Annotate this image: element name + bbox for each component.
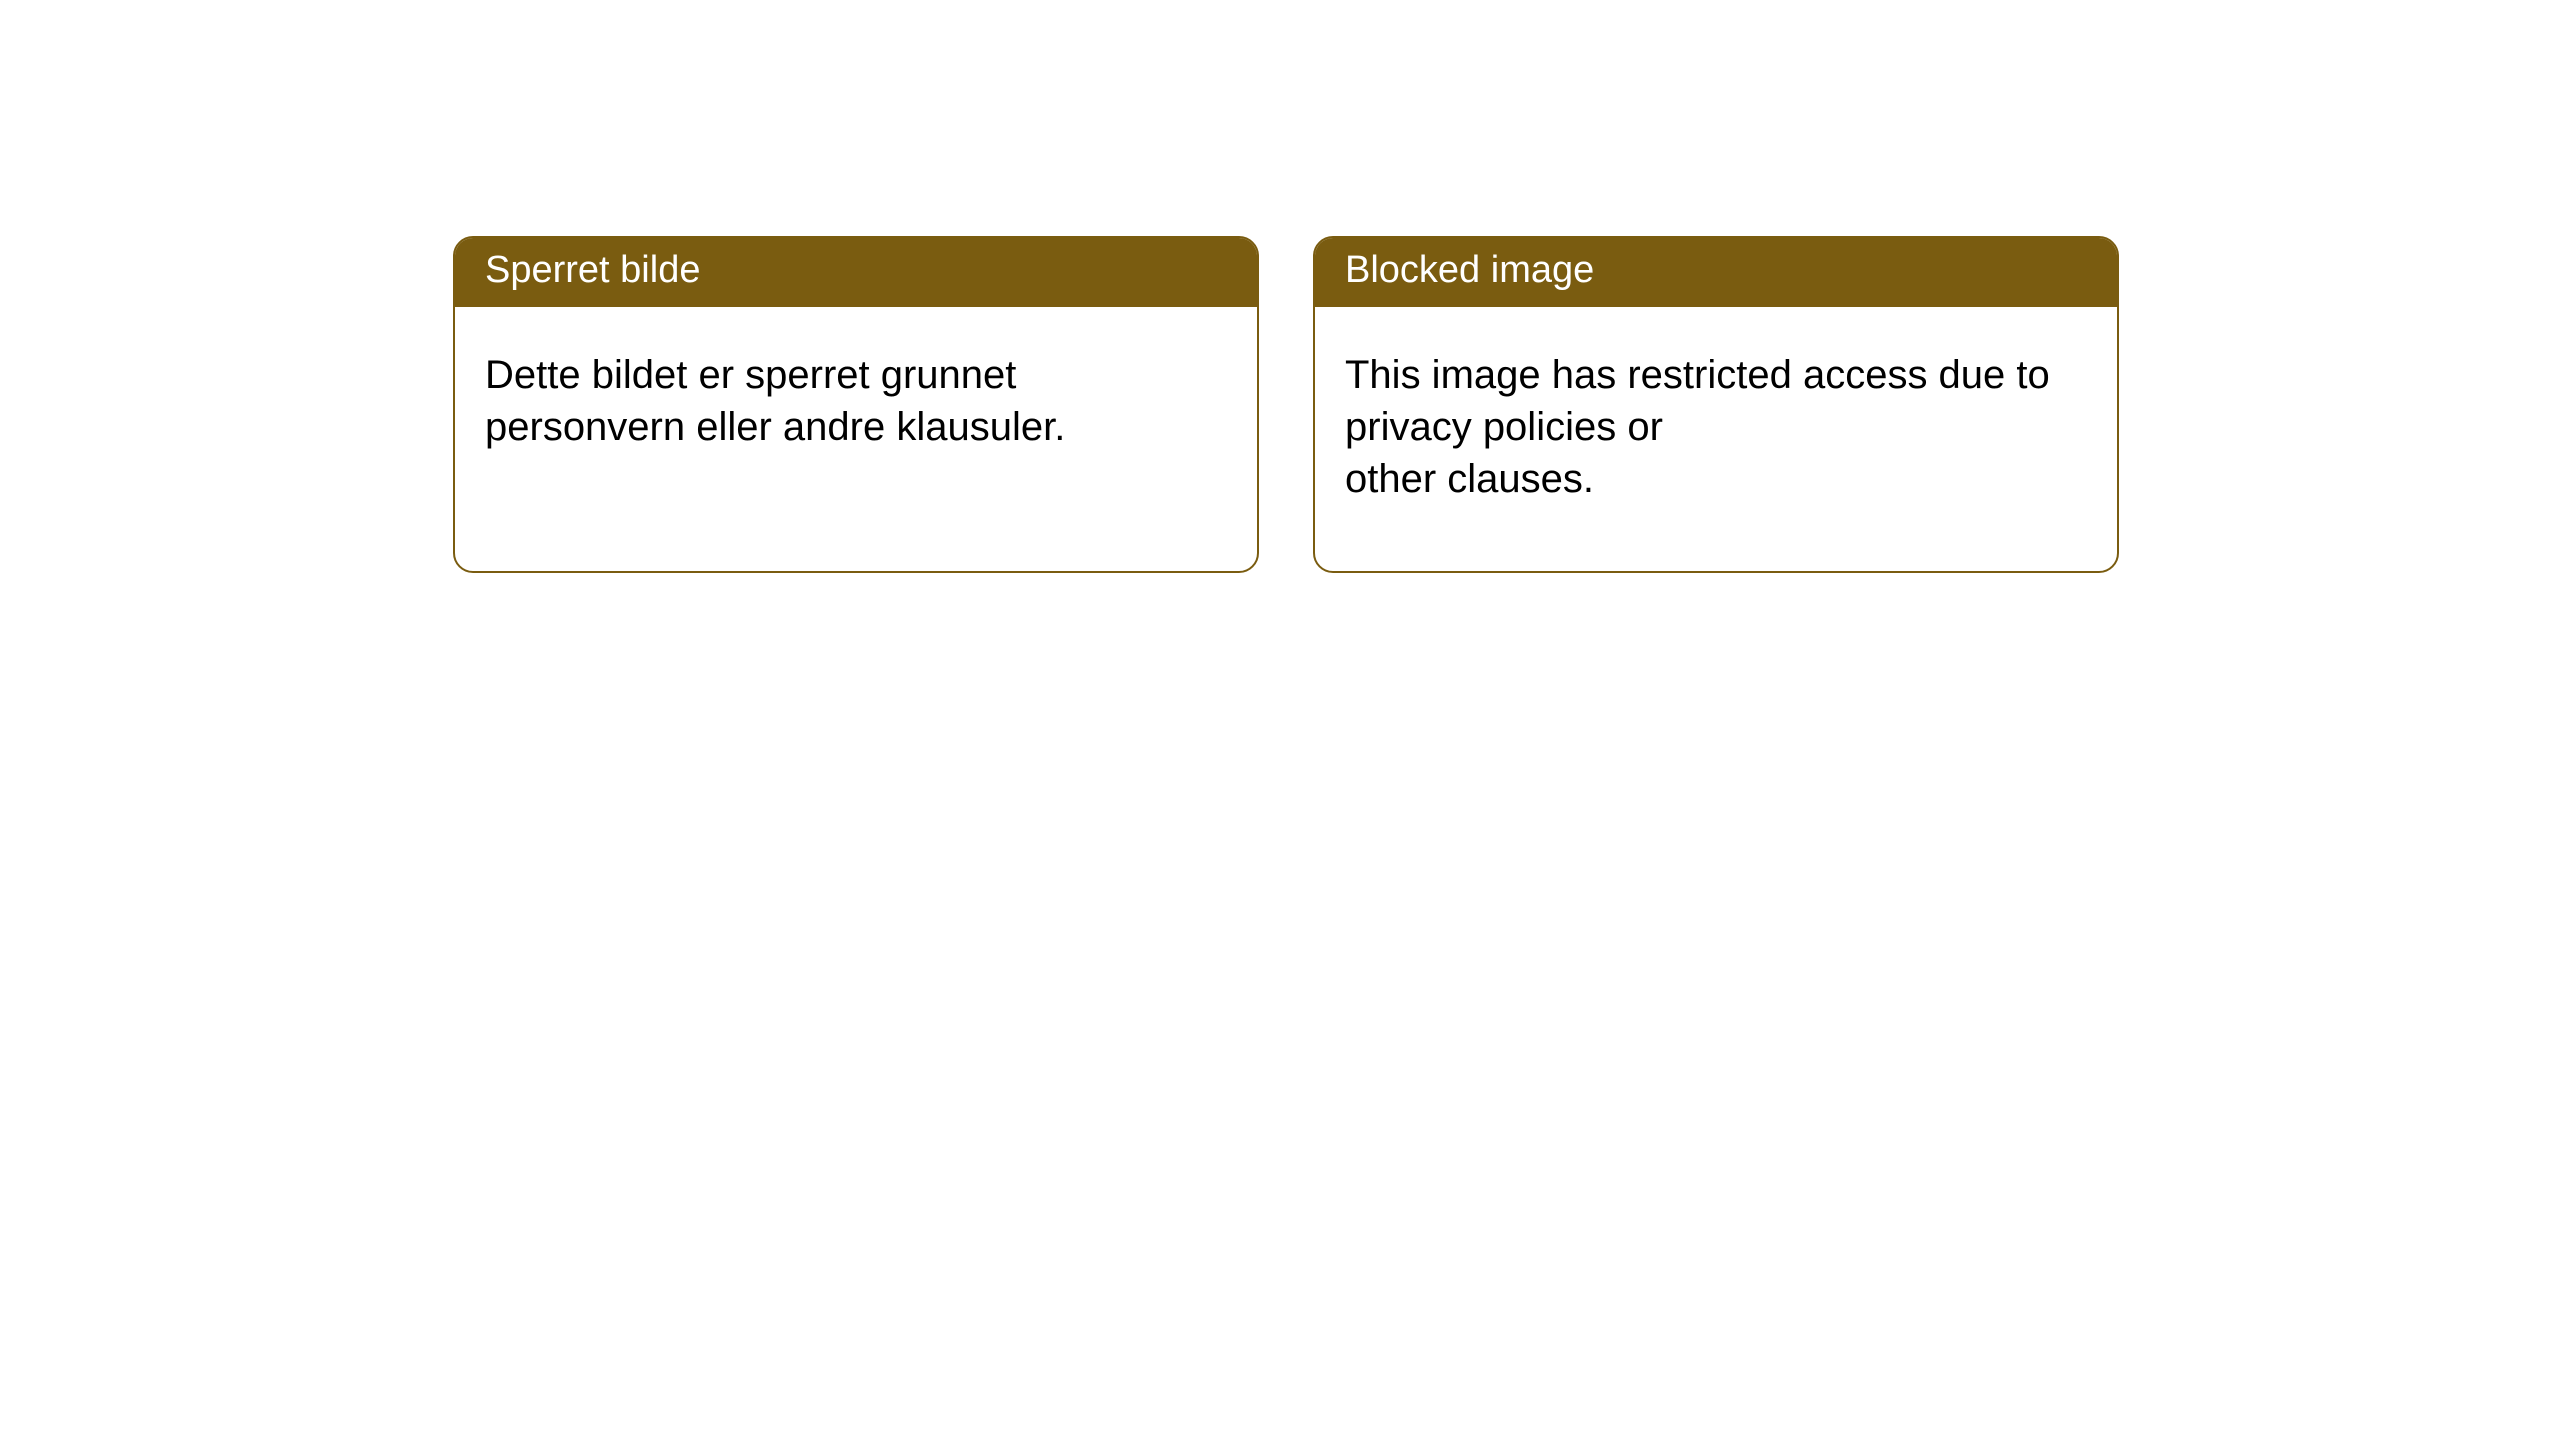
notice-title-english: Blocked image [1315, 238, 2117, 307]
notice-card-norwegian: Sperret bilde Dette bildet er sperret gr… [453, 236, 1259, 573]
blocked-image-notices: Sperret bilde Dette bildet er sperret gr… [453, 236, 2119, 573]
notice-title-norwegian: Sperret bilde [455, 238, 1257, 307]
notice-card-english: Blocked image This image has restricted … [1313, 236, 2119, 573]
notice-body-english: This image has restricted access due to … [1315, 307, 2117, 535]
notice-body-norwegian: Dette bildet er sperret grunnet personve… [455, 307, 1257, 483]
